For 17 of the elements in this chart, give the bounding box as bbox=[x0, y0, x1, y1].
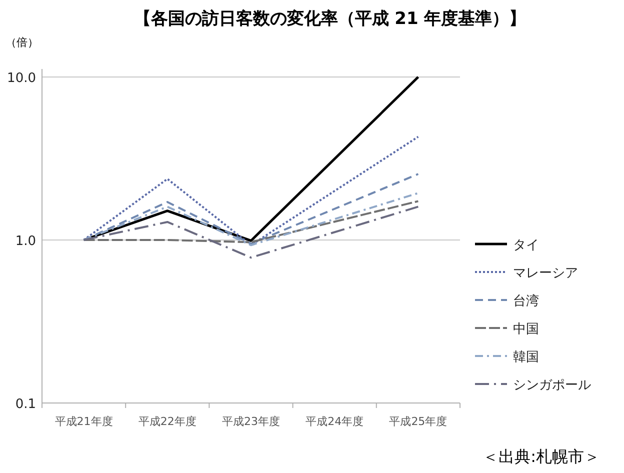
y-tick-label: 0.1 bbox=[15, 397, 36, 412]
y-tick-label: 1.0 bbox=[15, 234, 36, 249]
x-tick-label: 平成25年度 bbox=[389, 415, 448, 428]
x-tick-label: 平成23年度 bbox=[222, 415, 280, 428]
x-tick-label: 平成21年度 bbox=[54, 415, 113, 428]
legend-label: タイ bbox=[513, 238, 539, 253]
legend-label: シンガポール bbox=[513, 378, 591, 393]
legend-label: 韓国 bbox=[513, 350, 539, 365]
y-axis-title: （倍） bbox=[6, 36, 38, 49]
legend-label: 中国 bbox=[513, 322, 539, 337]
text: ＜出典:札幌市＞ bbox=[482, 447, 600, 466]
y-tick-label: 10.0 bbox=[7, 71, 36, 86]
chart-title: 【各国の訪日客数の変化率（平成 21 年度基準）】 bbox=[134, 9, 526, 29]
x-tick-label: 平成22年度 bbox=[138, 415, 196, 428]
legend-label: 台湾 bbox=[513, 293, 539, 309]
x-tick-label: 平成24年度 bbox=[306, 415, 364, 428]
legend-label: マレーシア bbox=[513, 266, 578, 281]
